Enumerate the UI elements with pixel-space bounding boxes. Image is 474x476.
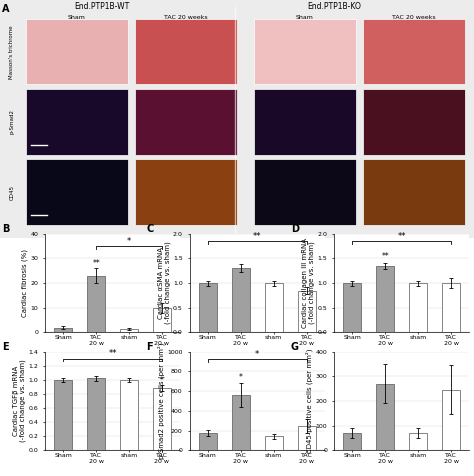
Bar — [54, 380, 72, 450]
Bar — [254, 159, 356, 225]
Y-axis label: CD45-positive cells (per mm²): CD45-positive cells (per mm²) — [306, 348, 313, 453]
Bar — [376, 266, 394, 333]
Bar — [442, 283, 460, 333]
Text: End.PTP1B-KO: End.PTP1B-KO — [307, 2, 361, 11]
Legend: End.PTP1B-WT, End.PTP1B-KO: End.PTP1B-WT, End.PTP1B-KO — [358, 377, 446, 385]
Bar — [409, 433, 427, 450]
Text: C: C — [146, 224, 154, 234]
Bar — [298, 426, 316, 450]
Text: *: * — [255, 350, 259, 359]
Bar — [363, 89, 465, 155]
Bar — [87, 276, 105, 333]
Bar — [343, 433, 361, 450]
Bar — [254, 89, 356, 155]
Bar — [363, 19, 465, 85]
Bar — [87, 378, 105, 450]
Bar — [199, 283, 217, 333]
Text: B: B — [2, 224, 9, 234]
Text: Masson's trichrome: Masson's trichrome — [9, 25, 14, 79]
Legend: End.PTP1B-WT, End.PTP1B-KO: End.PTP1B-WT, End.PTP1B-KO — [213, 377, 301, 385]
Y-axis label: Cardiac αSMA mRNA
(-fold change vs. sham): Cardiac αSMA mRNA (-fold change vs. sham… — [158, 242, 171, 325]
Bar — [232, 268, 250, 333]
Text: End.PTP1B-WT: End.PTP1B-WT — [74, 2, 129, 11]
Text: *: * — [127, 237, 131, 246]
Bar — [135, 89, 237, 155]
Bar — [54, 327, 72, 333]
Bar — [199, 433, 217, 450]
Y-axis label: Cardiac TGFβ mRNA
(-fold change vs. sham): Cardiac TGFβ mRNA (-fold change vs. sham… — [13, 359, 26, 442]
Legend: End.PTP1B-WT, End.PTP1B-KO: End.PTP1B-WT, End.PTP1B-KO — [69, 377, 156, 385]
Text: Sham: Sham — [296, 16, 313, 20]
Text: CD45: CD45 — [9, 185, 14, 200]
Bar — [26, 19, 128, 85]
Text: **: ** — [109, 349, 117, 358]
Bar — [298, 290, 316, 333]
Bar — [232, 395, 250, 450]
Text: D: D — [291, 224, 299, 234]
Bar — [264, 283, 283, 333]
Text: **: ** — [398, 232, 406, 241]
Bar — [442, 390, 460, 450]
Bar — [343, 283, 361, 333]
Text: E: E — [2, 342, 9, 352]
Bar — [153, 388, 171, 450]
Text: **: ** — [253, 232, 261, 241]
Bar — [153, 308, 171, 333]
Bar — [254, 19, 356, 85]
Y-axis label: Cardiac collagen III mRNA
(-fold change vs. sham): Cardiac collagen III mRNA (-fold change … — [302, 238, 315, 328]
Bar — [264, 436, 283, 450]
Text: G: G — [291, 342, 299, 352]
Bar — [120, 380, 138, 450]
Y-axis label: p-Smad2 positive cells (per mm²): p-Smad2 positive cells (per mm²) — [157, 343, 165, 459]
Bar — [363, 159, 465, 225]
Text: TAC 20 weeks: TAC 20 weeks — [164, 16, 208, 20]
Bar — [120, 329, 138, 333]
Bar — [409, 283, 427, 333]
Text: p-Smad2: p-Smad2 — [9, 109, 14, 135]
Text: A: A — [2, 4, 10, 14]
Bar — [376, 384, 394, 450]
Text: *: * — [160, 376, 164, 385]
Text: **: ** — [92, 259, 100, 268]
Y-axis label: Cardiac fibrosis (%): Cardiac fibrosis (%) — [22, 249, 28, 317]
Text: F: F — [146, 342, 153, 352]
Text: *: * — [239, 373, 243, 382]
Text: **: ** — [382, 252, 389, 261]
Text: TAC 20 weeks: TAC 20 weeks — [392, 16, 436, 20]
Bar — [135, 19, 237, 85]
Text: Sham: Sham — [68, 16, 86, 20]
Bar — [26, 159, 128, 225]
Bar — [135, 159, 237, 225]
Bar — [26, 89, 128, 155]
